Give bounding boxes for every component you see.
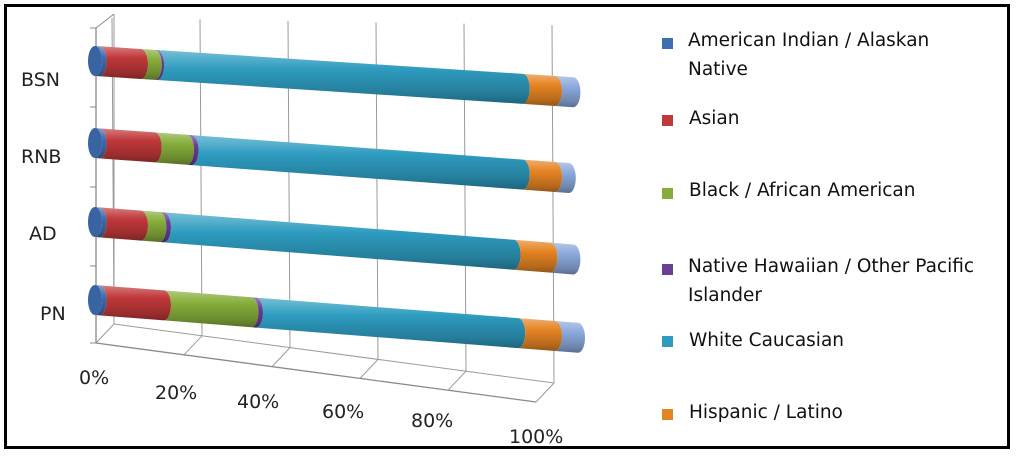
category-label: RNB xyxy=(21,146,61,168)
bar-segment xyxy=(522,159,562,192)
x-tick-label: 80% xyxy=(411,410,453,432)
bar-segment xyxy=(141,210,167,243)
bar-segment xyxy=(555,76,581,108)
bar-segment xyxy=(99,207,149,241)
bar-segment xyxy=(256,297,526,349)
x-tick-label: 20% xyxy=(155,382,197,404)
x-tick-label: 0% xyxy=(79,367,109,389)
legend-label: Native Hawaiian / Other Pacific Islander xyxy=(688,256,975,306)
legend-item: White Caucasian xyxy=(662,326,1002,355)
legend-swatch xyxy=(662,188,673,199)
gridline xyxy=(535,382,555,403)
legend-label: Asian xyxy=(689,108,740,129)
x-tick-label: 40% xyxy=(237,391,279,413)
bar-segment xyxy=(518,318,562,351)
category-label: BSN xyxy=(21,69,60,91)
bar-segment xyxy=(164,290,259,328)
legend-item: Native Hawaiian / Other Pacific Islander xyxy=(662,252,1002,310)
bars xyxy=(88,46,586,353)
bar-segment xyxy=(157,50,530,104)
legend-swatch xyxy=(662,409,673,420)
gridline xyxy=(271,347,291,367)
legend-item: Black / African American xyxy=(662,176,1002,205)
legend-label: White Caucasian xyxy=(689,330,845,351)
legend-swatch xyxy=(662,264,673,275)
bar-segment xyxy=(154,49,165,81)
wall-top-line xyxy=(95,13,115,29)
x-axis-line xyxy=(95,342,537,403)
x-tick-label: 100% xyxy=(509,426,563,448)
bar-segment xyxy=(99,285,171,321)
bar-segment xyxy=(550,242,581,275)
bar-end-cap xyxy=(88,207,102,237)
bar-segment xyxy=(522,73,562,106)
legend-label: Black / African American xyxy=(689,180,916,201)
bar-segment xyxy=(95,207,107,238)
bar-segment xyxy=(99,128,162,163)
bar-segment xyxy=(555,162,576,194)
bar-segment xyxy=(95,128,107,159)
bar-segment xyxy=(164,212,521,270)
bar-segment xyxy=(159,212,171,243)
bar-segment xyxy=(555,321,586,353)
x-tick-label: 60% xyxy=(322,401,364,423)
bar-end-cap xyxy=(88,128,102,158)
bar-segment xyxy=(141,49,162,80)
bar-segment xyxy=(513,239,558,273)
legend-item: Hispanic / Latino xyxy=(662,398,1002,427)
bar-end-cap xyxy=(88,46,102,76)
legend-item: American Indian / Alaskan Native xyxy=(662,26,1002,84)
floor-back-line xyxy=(113,323,555,384)
legend-item: Asian xyxy=(662,104,1002,133)
legend-label: Hispanic / Latino xyxy=(689,402,843,423)
bar-segment xyxy=(187,134,199,166)
legend-label: American Indian / Alaskan Native xyxy=(688,30,930,80)
bar-segment xyxy=(95,285,107,316)
category-label: PN xyxy=(40,303,66,325)
legend-swatch xyxy=(662,336,673,347)
gridline xyxy=(359,359,379,379)
bar-segment xyxy=(154,132,194,165)
gridline xyxy=(183,335,203,356)
category-label: AD xyxy=(29,223,57,245)
bar-end-cap xyxy=(88,285,102,315)
legend-swatch xyxy=(662,38,673,49)
legend-swatch xyxy=(662,115,673,126)
bar-segment xyxy=(191,135,530,190)
y-axis-ticks xyxy=(90,27,96,344)
gridline xyxy=(95,323,115,344)
bar-segment xyxy=(95,46,107,77)
gridline xyxy=(447,370,467,391)
bar-segment xyxy=(99,46,148,79)
bar-segment xyxy=(251,297,263,328)
